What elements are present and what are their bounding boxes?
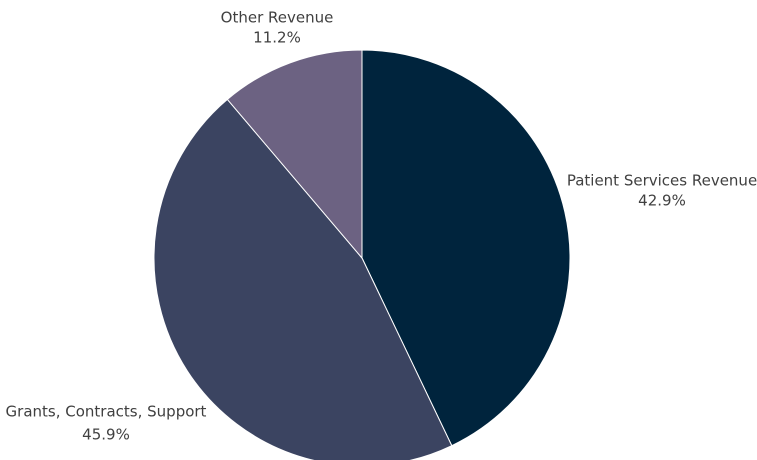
slice-label: Other Revenue (221, 9, 334, 27)
slice-value-label: 45.9% (82, 426, 130, 444)
slice-value-label: 11.2% (253, 29, 301, 47)
slice-value-label: 42.9% (638, 192, 686, 210)
pie-slice (226, 49, 363, 260)
pie-slice (153, 98, 453, 460)
pie-slice (361, 49, 571, 447)
slice-label: Grants, Contracts, Support (6, 403, 207, 421)
slice-label: Patient Services Revenue (567, 172, 757, 190)
